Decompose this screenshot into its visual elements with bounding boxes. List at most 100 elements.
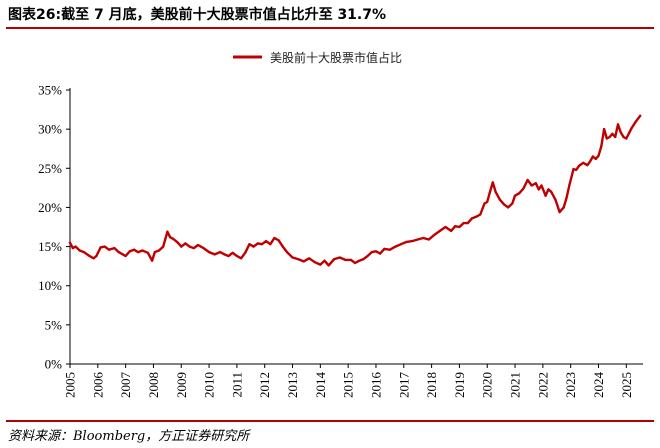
x-tick-label: 2020 bbox=[480, 372, 495, 398]
y-tick-label: 0% bbox=[45, 357, 63, 372]
series-point bbox=[88, 254, 91, 258]
series-point bbox=[383, 247, 386, 250]
series-point bbox=[608, 135, 611, 139]
series-point bbox=[277, 239, 280, 242]
series-point bbox=[502, 203, 505, 206]
series-line bbox=[68, 114, 642, 267]
plot-area bbox=[68, 114, 642, 267]
source-rule bbox=[6, 420, 654, 422]
series-point bbox=[639, 114, 642, 117]
series-point bbox=[285, 251, 289, 254]
series-point bbox=[192, 247, 195, 250]
series-point bbox=[416, 238, 419, 241]
series-point bbox=[208, 251, 211, 254]
legend: 美股前十大股票市值占比 bbox=[233, 50, 402, 65]
series-point bbox=[540, 184, 543, 187]
x-tick-label: 2010 bbox=[202, 372, 217, 398]
series-point bbox=[625, 137, 628, 140]
series-point bbox=[591, 155, 595, 158]
series-point bbox=[616, 123, 620, 126]
series-point bbox=[630, 126, 634, 129]
x-tick-label: 2012 bbox=[257, 372, 272, 398]
series-point bbox=[354, 261, 357, 265]
x-tick-label: 2008 bbox=[146, 372, 161, 398]
series-point bbox=[577, 164, 581, 167]
series-point bbox=[486, 200, 489, 203]
series-point bbox=[513, 194, 517, 197]
series-point bbox=[498, 198, 501, 201]
y-tick-label: 25% bbox=[38, 161, 62, 176]
series-point bbox=[586, 164, 589, 167]
series-point bbox=[313, 261, 316, 264]
series-point bbox=[530, 184, 533, 187]
series-point bbox=[600, 145, 603, 148]
series-point bbox=[248, 243, 251, 246]
series-point bbox=[379, 252, 382, 255]
series-point bbox=[132, 248, 136, 251]
series-point bbox=[458, 225, 461, 229]
y-tick-label: 15% bbox=[38, 239, 62, 254]
series-point bbox=[78, 249, 81, 252]
series-point bbox=[137, 251, 140, 254]
series-point bbox=[169, 236, 172, 239]
series-point bbox=[188, 245, 191, 248]
y-tick-label: 5% bbox=[45, 317, 63, 332]
series-point bbox=[95, 254, 98, 258]
series-point bbox=[526, 178, 529, 182]
series-point bbox=[180, 245, 183, 248]
series-point bbox=[202, 247, 205, 250]
series-point bbox=[511, 202, 514, 205]
series-point bbox=[565, 196, 568, 200]
series-point bbox=[291, 256, 294, 259]
series-point bbox=[399, 243, 403, 246]
series-point bbox=[594, 157, 597, 160]
series-point bbox=[223, 253, 226, 256]
chart-title: 图表26:截至 7 月底，美股前十大股票市值占比升至 31.7% bbox=[8, 7, 387, 23]
series-point bbox=[427, 238, 430, 241]
series-point bbox=[433, 233, 436, 236]
series-point bbox=[184, 242, 187, 245]
series-point bbox=[411, 240, 414, 243]
series-point bbox=[124, 254, 127, 258]
series-point bbox=[597, 154, 600, 157]
series-point bbox=[370, 251, 373, 254]
series-point bbox=[388, 248, 391, 251]
series-point bbox=[562, 206, 565, 209]
series-point bbox=[362, 258, 365, 261]
series-point bbox=[240, 257, 243, 260]
x-tick-label: 2006 bbox=[90, 372, 105, 399]
series-point bbox=[252, 245, 255, 248]
series-point bbox=[196, 243, 200, 247]
series-point bbox=[128, 250, 131, 253]
series-point bbox=[394, 245, 397, 248]
series-point bbox=[534, 182, 538, 185]
series-point bbox=[634, 120, 638, 123]
x-tick-label: 2009 bbox=[174, 372, 189, 398]
series-point bbox=[260, 243, 263, 246]
series-point bbox=[491, 181, 494, 184]
series-point bbox=[153, 251, 156, 254]
series-point bbox=[74, 245, 77, 248]
title-rule bbox=[6, 27, 654, 29]
series-point bbox=[589, 160, 592, 163]
x-tick-label: 2007 bbox=[118, 372, 133, 399]
series-point bbox=[344, 258, 347, 261]
series-point bbox=[121, 253, 124, 256]
series-point bbox=[302, 260, 305, 263]
series-point bbox=[628, 132, 631, 135]
series-point bbox=[338, 256, 341, 259]
series-point bbox=[244, 251, 247, 254]
series-point bbox=[475, 215, 478, 218]
series-point bbox=[544, 194, 547, 197]
series-point bbox=[141, 249, 144, 252]
x-tick-label: 2019 bbox=[452, 372, 467, 398]
series-point bbox=[450, 229, 453, 232]
series-point bbox=[82, 251, 85, 254]
series-point bbox=[568, 184, 571, 187]
series-point bbox=[422, 236, 425, 240]
series-point bbox=[176, 240, 179, 243]
x-tick-label: 2018 bbox=[424, 372, 439, 398]
series-point bbox=[619, 131, 622, 134]
x-tick-label: 2013 bbox=[285, 372, 300, 398]
series-point bbox=[537, 188, 540, 191]
